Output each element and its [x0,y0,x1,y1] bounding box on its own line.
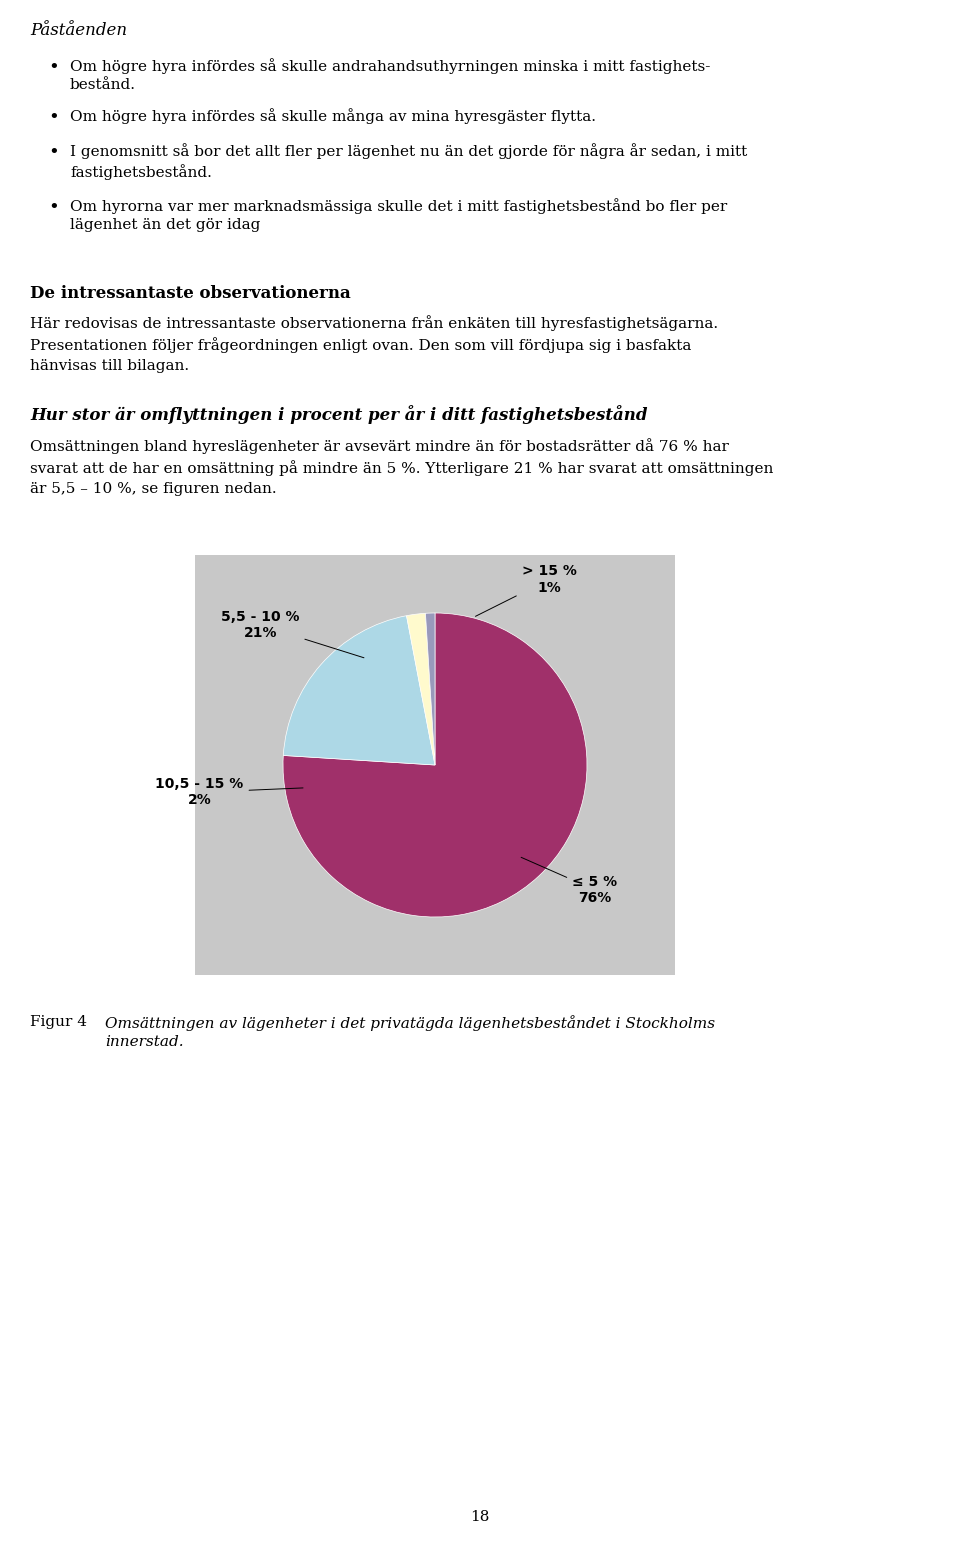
Text: De intressantaste observationerna: De intressantaste observationerna [30,285,350,302]
Wedge shape [283,613,587,917]
Bar [195,555,675,975]
Text: I genomsnitt så bor det allt fler per lägenhet nu än det gjorde för några år sed: I genomsnitt så bor det allt fler per lä… [70,143,747,181]
Text: Omsättningen av lägenheter i det privatägda lägenhetsbeståndet i Stockholms
inne: Omsättningen av lägenheter i det privatä… [105,1015,715,1049]
Wedge shape [283,616,435,765]
Wedge shape [425,613,435,765]
Text: Påståenden: Påståenden [30,22,127,39]
Text: •: • [48,59,59,76]
Text: Hur stor är omflyttningen i procent per år i ditt fastighetsbestånd: Hur stor är omflyttningen i procent per … [30,404,647,424]
Text: 18: 18 [470,1511,490,1524]
Wedge shape [406,613,435,765]
Text: Om högre hyra infördes så skulle andrahandsuthyrningen minska i mitt fastighets-: Om högre hyra infördes så skulle andraha… [70,59,710,93]
Text: Figur 4: Figur 4 [30,1015,87,1029]
Text: •: • [48,198,59,216]
Text: Om hyrorna var mer marknadsmässiga skulle det i mitt fastighetsbestånd bo fler p: Om hyrorna var mer marknadsmässiga skull… [70,198,728,233]
Text: > 15 %
1%: > 15 % 1% [475,565,576,616]
Text: Här redovisas de intressantaste observationerna från enkäten till hyresfastighet: Här redovisas de intressantaste observat… [30,315,718,373]
Text: Omsättningen bland hyreslägenheter är avsevärt mindre än för bostadsrätter då 76: Omsättningen bland hyreslägenheter är av… [30,438,774,495]
Text: ≤ 5 %
76%: ≤ 5 % 76% [521,858,617,904]
Text: 5,5 - 10 %
21%: 5,5 - 10 % 21% [221,609,364,657]
Text: Om högre hyra infördes så skulle många av mina hyresgäster flytta.: Om högre hyra infördes så skulle många a… [70,108,596,123]
Text: 10,5 - 15 %
2%: 10,5 - 15 % 2% [156,778,303,807]
Text: •: • [48,143,59,160]
Text: •: • [48,108,59,127]
